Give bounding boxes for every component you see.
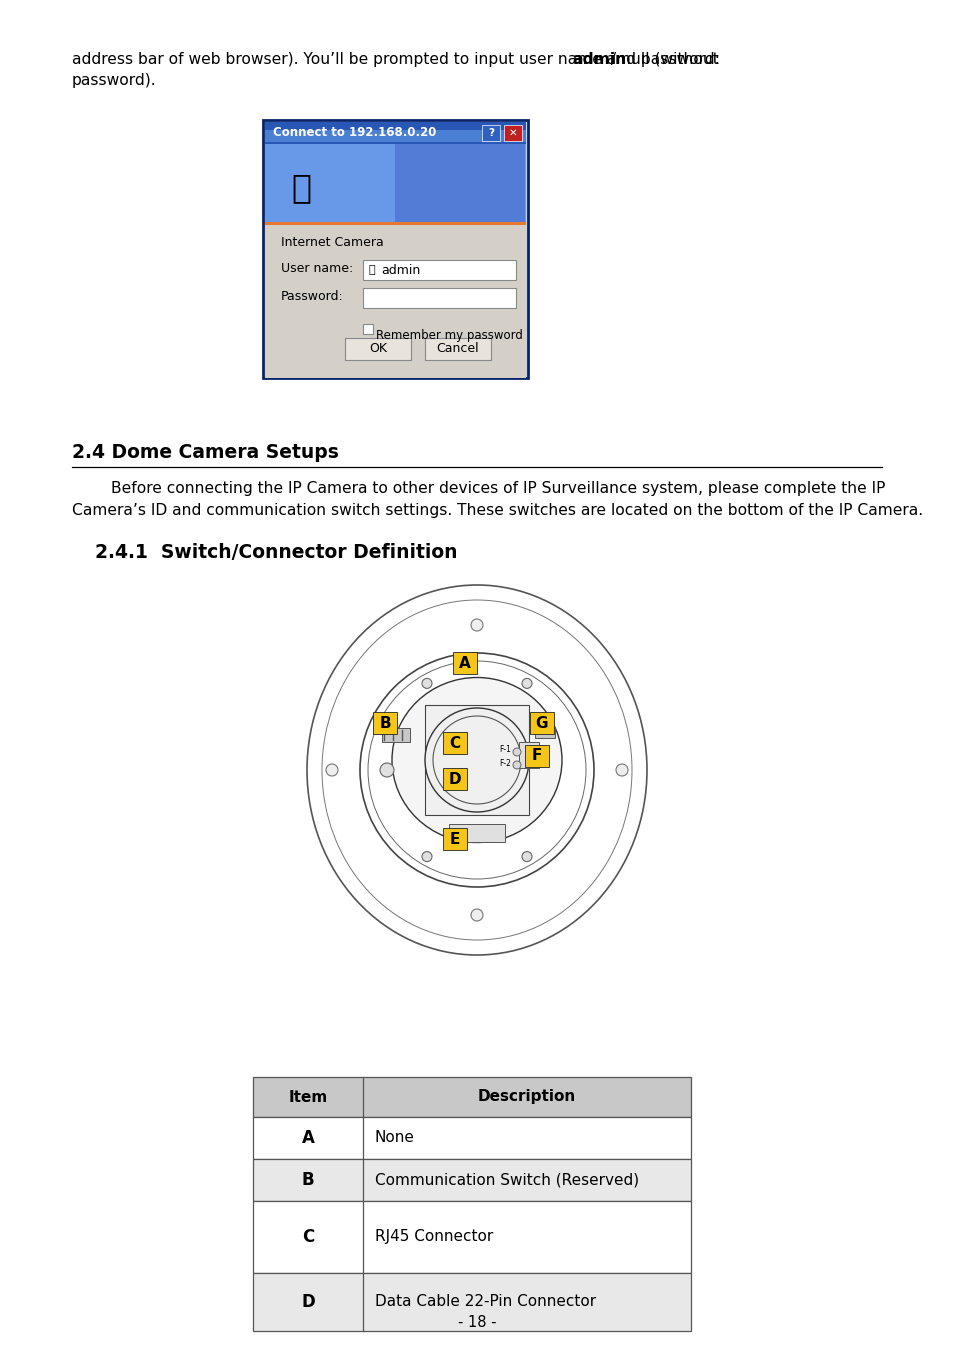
Bar [449,824,504,842]
Text: F: F [531,748,541,764]
Text: - 18 -: - 18 - [457,1315,496,1330]
Text: A: A [301,1129,314,1148]
Bar [363,261,516,279]
Text: 👤: 👤 [369,265,375,275]
Text: B: B [301,1170,314,1189]
Text: F-2: F-2 [498,760,511,768]
Text: D: D [301,1293,314,1311]
Circle shape [513,748,520,756]
Bar [424,338,491,360]
Text: C: C [301,1228,314,1246]
Text: D: D [448,771,461,787]
Circle shape [513,761,520,770]
Bar [503,126,521,140]
Bar [535,728,555,738]
Circle shape [424,707,529,811]
Text: ✕: ✕ [508,128,517,138]
Circle shape [616,764,627,776]
Text: C: C [449,736,460,751]
Bar [265,130,525,142]
Text: B: B [378,716,391,730]
Text: E: E [450,832,459,846]
Text: Cancel: Cancel [436,343,478,355]
Text: Description: Description [477,1089,576,1104]
Text: ?: ? [488,128,494,138]
Circle shape [521,852,532,861]
Circle shape [471,909,482,921]
Text: RJ45 Connector: RJ45 Connector [375,1230,493,1245]
Text: Password:: Password: [281,290,343,302]
Circle shape [421,852,432,861]
Text: F-1: F-1 [498,745,511,755]
Bar [345,338,411,360]
Bar [481,126,499,140]
Bar [265,122,525,144]
Bar [265,221,525,225]
Text: A: A [458,656,471,671]
Bar [442,732,467,755]
Bar [518,743,538,768]
Text: admin: admin [380,263,420,277]
Text: password).: password). [71,73,156,88]
Bar [453,652,476,674]
Bar [395,144,524,221]
Text: admin: admin [572,53,626,68]
Text: 🔑: 🔑 [291,171,311,204]
Bar [363,288,516,308]
Text: Connect to 192.168.0.20: Connect to 192.168.0.20 [273,127,436,139]
Circle shape [421,679,432,688]
Bar [253,1202,690,1273]
Text: G: G [536,716,548,730]
Text: / null (without: / null (without [605,53,718,68]
Text: Before connecting the IP Camera to other devices of IP Surveillance system, plea: Before connecting the IP Camera to other… [71,481,884,495]
Circle shape [379,763,394,778]
Bar [524,745,548,767]
Circle shape [326,764,337,776]
Text: Internet Camera: Internet Camera [281,236,383,248]
Text: Remember my password: Remember my password [375,329,522,342]
Bar [381,728,410,743]
Bar [373,711,396,734]
Ellipse shape [392,678,561,842]
Bar [265,144,525,221]
Bar [253,1077,690,1116]
Text: Item: Item [288,1089,327,1104]
Text: address bar of web browser). You’ll be prompted to input user name and password:: address bar of web browser). You’ll be p… [71,53,724,68]
Text: Communication Switch (Reserved): Communication Switch (Reserved) [375,1173,639,1188]
Text: Data Cable 22-Pin Connector: Data Cable 22-Pin Connector [375,1295,596,1309]
Circle shape [521,679,532,688]
Circle shape [471,620,482,630]
Bar [363,324,373,333]
Bar [263,120,527,378]
Bar [442,828,467,850]
Text: None: None [375,1130,415,1146]
Bar [265,221,525,378]
Text: 2.4.1  Switch/Connector Definition: 2.4.1 Switch/Connector Definition [95,543,457,562]
Bar [253,1160,690,1202]
Bar [424,705,529,815]
Text: Camera’s ID and communication switch settings. These switches are located on the: Camera’s ID and communication switch set… [71,504,923,518]
Text: User name:: User name: [281,262,353,275]
Text: 2.4 Dome Camera Setups: 2.4 Dome Camera Setups [71,443,338,462]
Bar [442,768,467,790]
Bar [530,711,554,734]
Bar [253,1116,690,1160]
Bar [253,1273,690,1331]
Text: OK: OK [369,343,387,355]
